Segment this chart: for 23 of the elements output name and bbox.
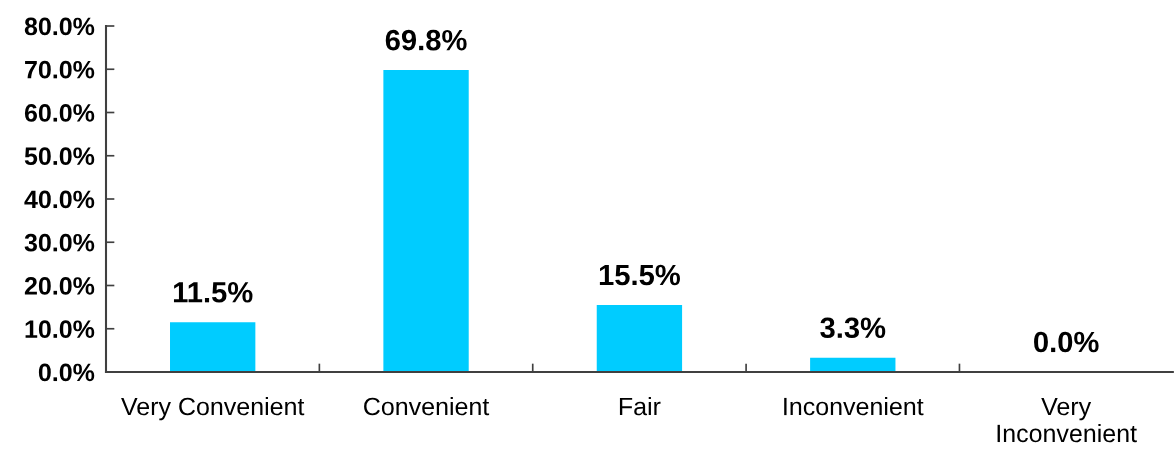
x-tick-label: Fair bbox=[619, 397, 661, 416]
y-tick-label: 60.0% bbox=[24, 104, 95, 122]
x-tick-label: Very Convenient bbox=[121, 397, 305, 421]
data-label: 11.5% bbox=[173, 282, 253, 303]
data-label: 69.8% bbox=[385, 29, 467, 51]
data-label: 0.0% bbox=[1034, 331, 1099, 353]
y-tick-label: 10.0% bbox=[25, 320, 95, 339]
y-tick-label: 50.0% bbox=[24, 147, 95, 166]
y-tick-label: 30.0% bbox=[24, 233, 95, 252]
data-label: 15.5% bbox=[599, 264, 680, 286]
bar bbox=[810, 357, 896, 372]
data-label: 3.3% bbox=[820, 317, 886, 339]
bar bbox=[596, 304, 683, 372]
bar bbox=[383, 70, 469, 372]
x-tick-label: Very Inconvenient bbox=[997, 397, 1137, 443]
y-tick-label: 0.0% bbox=[38, 363, 95, 382]
y-tick-label: 40.0% bbox=[24, 190, 95, 209]
y-tick-label: 70.0% bbox=[25, 60, 95, 79]
x-tick-label: Convenient bbox=[364, 397, 490, 416]
y-tick-label: 20.0% bbox=[24, 277, 95, 295]
x-tick-label: Inconvenient bbox=[784, 397, 924, 416]
bar bbox=[170, 322, 256, 372]
y-tick-label: 80.0% bbox=[24, 17, 95, 36]
